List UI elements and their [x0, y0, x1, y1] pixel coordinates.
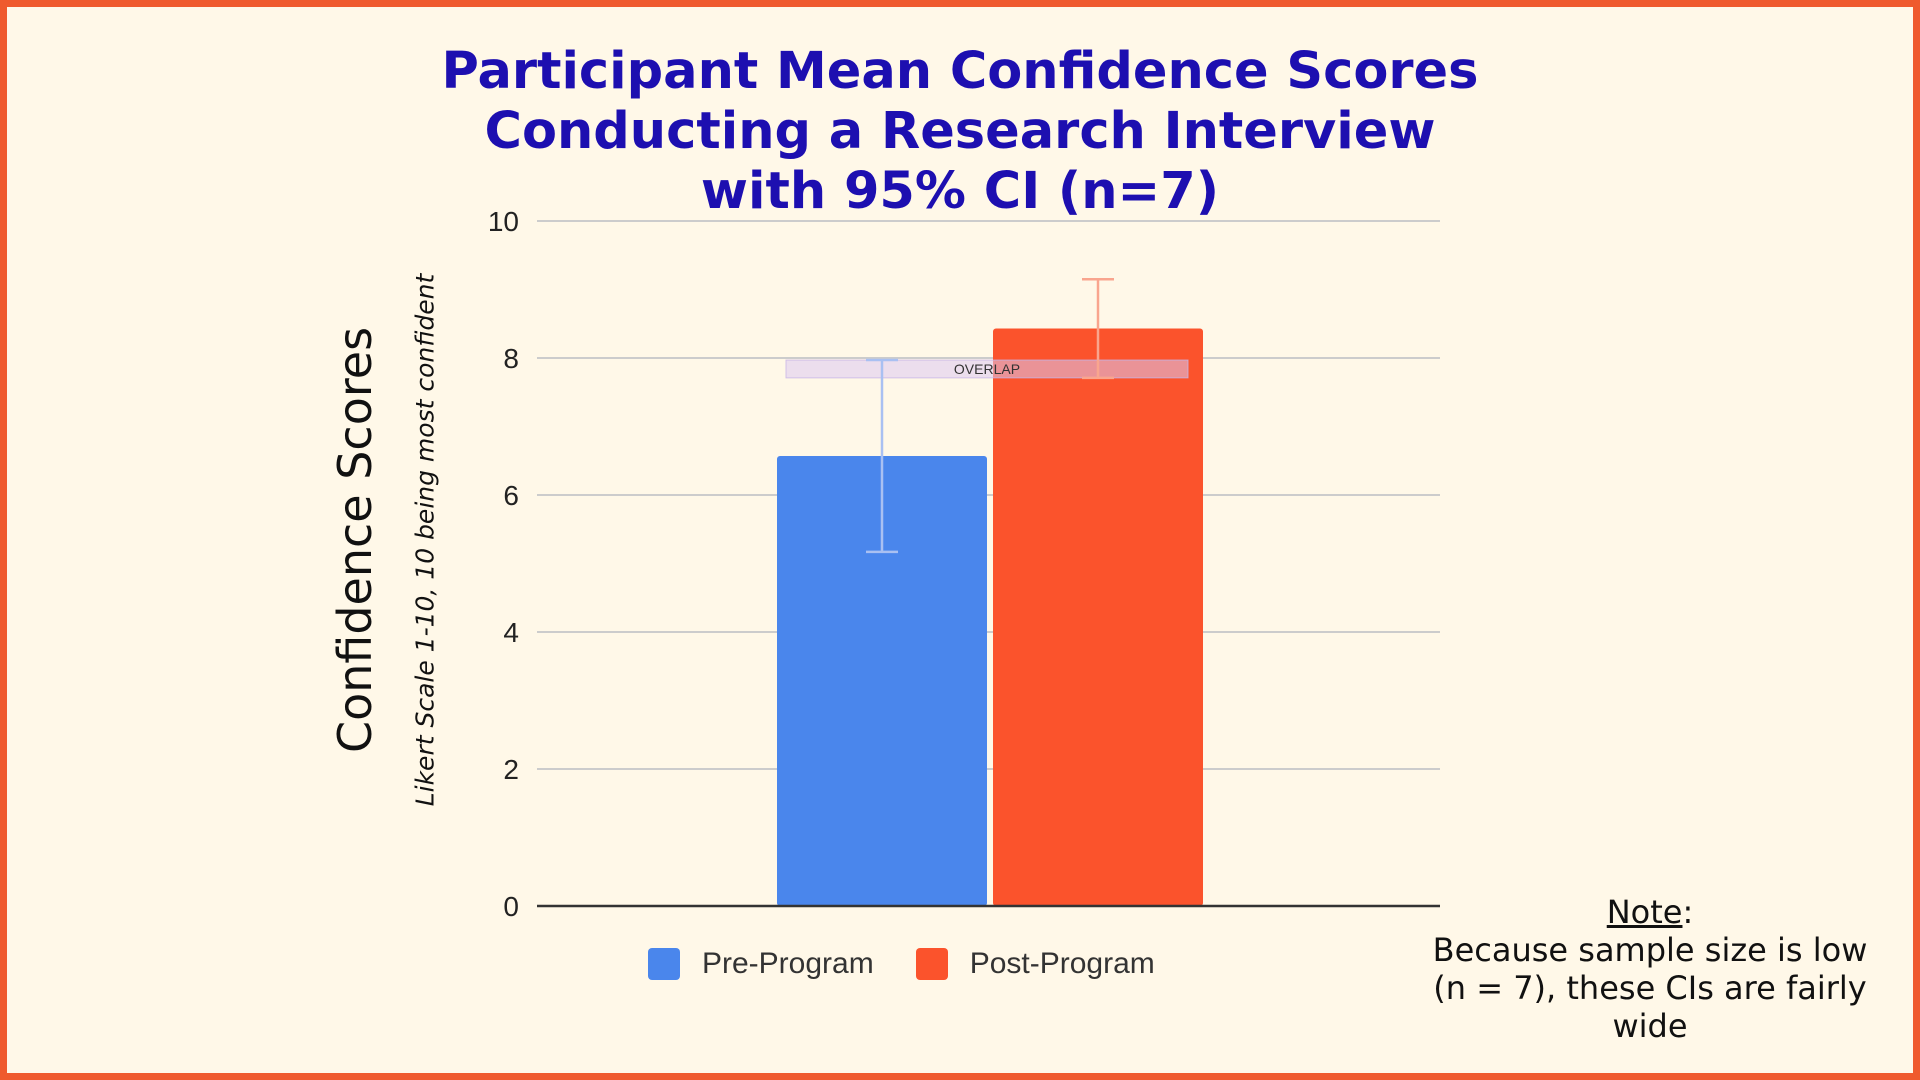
legend-swatch-post-program — [915, 948, 948, 980]
bar-pre-program — [777, 455, 987, 906]
legend: Pre-Program Post-Program — [648, 947, 1197, 981]
chart-title-line-2: Conducting a Research Interview — [484, 102, 1436, 161]
note-box: Note: Because sample size is low (n = 7)… — [1420, 893, 1880, 1045]
y-tick-label-2: 2 — [503, 754, 519, 785]
chart-title-line-3: with 95% CI (n=7) — [700, 162, 1220, 221]
legend-swatch-pre-program — [648, 948, 680, 980]
y-tick-label-10: 10 — [488, 206, 519, 237]
chart-title-line-1: Participant Mean Confidence Scores — [441, 42, 1479, 101]
y-tick-label-6: 6 — [503, 480, 519, 511]
y-tick-label-8: 8 — [503, 343, 519, 374]
legend-item-pre-program: Pre-Program — [648, 947, 874, 981]
y-tick-label-4: 4 — [503, 617, 519, 648]
y-tick-label-0: 0 — [503, 891, 519, 922]
note-body: Because sample size is low (n = 7), thes… — [1432, 931, 1868, 1045]
legend-label-pre-program: Pre-Program — [702, 947, 874, 980]
bar-post-program — [993, 328, 1203, 906]
overlap-band — [785, 359, 1189, 379]
chart-title: Participant Mean Confidence Scores Condu… — [420, 42, 1500, 222]
note-colon: : — [1682, 893, 1694, 931]
note-title: Note — [1606, 893, 1683, 931]
overlap-label: OVERLAP — [954, 361, 1020, 377]
legend-item-post-program: Post-Program — [915, 947, 1155, 981]
legend-label-post-program: Post-Program — [969, 947, 1155, 980]
